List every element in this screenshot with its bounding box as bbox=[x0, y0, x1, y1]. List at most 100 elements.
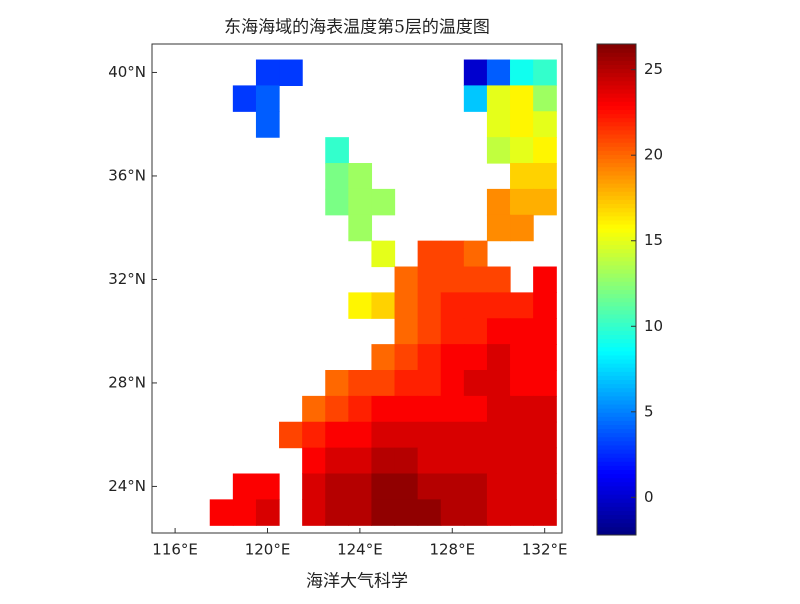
heatmap-cell bbox=[209, 499, 234, 526]
colorbar-swatch bbox=[597, 510, 636, 516]
colorbar-swatch bbox=[597, 105, 636, 110]
colorbar-swatch bbox=[597, 363, 636, 368]
heatmap-cell bbox=[417, 292, 442, 319]
colorbar-swatch bbox=[597, 506, 636, 511]
heatmap-cell bbox=[325, 188, 349, 216]
colorbar-swatch bbox=[597, 514, 636, 520]
heatmap-cell bbox=[486, 447, 511, 475]
colorbar-swatch bbox=[597, 68, 636, 74]
heatmap-cell bbox=[510, 421, 534, 449]
colorbar-swatch bbox=[597, 72, 636, 78]
heatmap-cell bbox=[325, 370, 349, 397]
heatmap-cell bbox=[325, 499, 349, 526]
heatmap-cell bbox=[417, 318, 442, 345]
colorbar-swatch bbox=[597, 330, 636, 336]
heatmap-cell bbox=[440, 499, 465, 526]
y-tick-label: 24°N bbox=[108, 477, 146, 495]
colorbar-swatch bbox=[597, 174, 636, 180]
colorbar-swatch bbox=[597, 121, 636, 127]
heatmap-cell bbox=[533, 266, 557, 293]
heatmap-cell bbox=[463, 240, 488, 268]
colorbar bbox=[597, 44, 636, 536]
colorbar-swatch bbox=[597, 264, 636, 270]
colorbar-swatch bbox=[597, 314, 636, 319]
heatmap-cell bbox=[325, 395, 349, 423]
colorbar-swatch bbox=[597, 436, 636, 442]
heatmap-cell bbox=[417, 344, 442, 371]
colorbar-swatch bbox=[597, 498, 636, 503]
colorbar-swatch bbox=[597, 359, 636, 364]
heatmap-cell bbox=[279, 59, 303, 86]
heatmap-cell bbox=[510, 370, 534, 397]
colorbar-swatch bbox=[597, 481, 636, 487]
heatmap-cell bbox=[533, 163, 557, 190]
colorbar-swatch bbox=[597, 179, 636, 184]
heatmap-cell bbox=[463, 370, 488, 397]
heatmap-cell bbox=[440, 421, 465, 449]
colorbar-swatch bbox=[597, 416, 636, 421]
colorbar-swatch bbox=[597, 240, 636, 245]
colorbar-swatch bbox=[597, 383, 636, 389]
heatmap-cell bbox=[371, 473, 396, 500]
colorbar-swatch bbox=[597, 56, 636, 61]
heatmap-cell bbox=[302, 395, 326, 423]
colorbar-swatch bbox=[597, 412, 636, 417]
colorbar-swatch bbox=[597, 146, 636, 151]
x-tick-label: 116°E bbox=[152, 541, 198, 559]
heatmap-cell bbox=[533, 59, 557, 86]
heatmap-cell bbox=[463, 473, 488, 500]
colorbar-swatch bbox=[597, 285, 636, 290]
colorbar-swatch bbox=[597, 395, 636, 401]
heatmap-cell bbox=[486, 292, 511, 319]
heatmap-cell bbox=[440, 266, 465, 293]
heatmap-cell bbox=[510, 188, 534, 216]
heatmap-cell bbox=[394, 473, 419, 500]
colorbar-swatch bbox=[597, 375, 636, 381]
colorbar-swatch bbox=[597, 281, 636, 286]
heatmap-cell bbox=[463, 447, 488, 475]
heatmap-cell bbox=[394, 344, 419, 371]
colorbar-swatch bbox=[597, 404, 636, 409]
colorbar-swatch bbox=[597, 252, 636, 258]
heatmap-cell bbox=[417, 473, 442, 500]
heatmap-cell bbox=[510, 447, 534, 475]
heatmap-cell bbox=[371, 240, 396, 268]
colorbar-swatch bbox=[597, 371, 636, 376]
heatmap-cell bbox=[510, 163, 534, 190]
heatmap-cell bbox=[463, 292, 488, 319]
colorbar-swatch bbox=[597, 350, 636, 356]
colorbar-swatch bbox=[597, 142, 636, 147]
heatmap-cell bbox=[302, 499, 326, 526]
colorbar-swatch bbox=[597, 215, 636, 221]
colorbar-swatch bbox=[597, 293, 636, 299]
colorbar-swatch bbox=[597, 432, 636, 438]
heatmap-cell bbox=[510, 473, 534, 500]
colorbar-swatch bbox=[597, 138, 636, 143]
heatmap-cell bbox=[302, 447, 326, 475]
colorbar-swatch bbox=[597, 109, 636, 115]
colorbar-swatch bbox=[597, 101, 636, 106]
heatmap-cell bbox=[417, 370, 442, 397]
heatmap-cell bbox=[348, 292, 373, 319]
heatmap-cell bbox=[348, 447, 373, 475]
colorbar-swatch bbox=[597, 191, 636, 196]
x-axis-label: 海洋大气科学 bbox=[306, 572, 408, 592]
colorbar-swatch bbox=[597, 420, 636, 426]
colorbar-swatch bbox=[597, 301, 636, 307]
heatmap-cell bbox=[510, 137, 534, 164]
heatmap-cell bbox=[255, 111, 280, 138]
colorbar-swatch bbox=[597, 518, 636, 524]
colorbar-swatch bbox=[597, 154, 636, 160]
heatmap-cell bbox=[232, 85, 257, 112]
heatmap-cell bbox=[533, 188, 557, 216]
heatmap-cell bbox=[440, 240, 465, 268]
colorbar-swatch bbox=[597, 232, 636, 237]
colorbar-swatch bbox=[597, 338, 636, 344]
heatmap-cell bbox=[463, 395, 488, 423]
colorbar-swatch bbox=[597, 64, 636, 70]
heatmap-cell bbox=[533, 85, 557, 112]
colorbar-swatch bbox=[597, 113, 636, 119]
colorbar-swatch bbox=[597, 80, 636, 86]
heatmap-cell bbox=[371, 499, 396, 526]
heatmap-cell bbox=[486, 370, 511, 397]
